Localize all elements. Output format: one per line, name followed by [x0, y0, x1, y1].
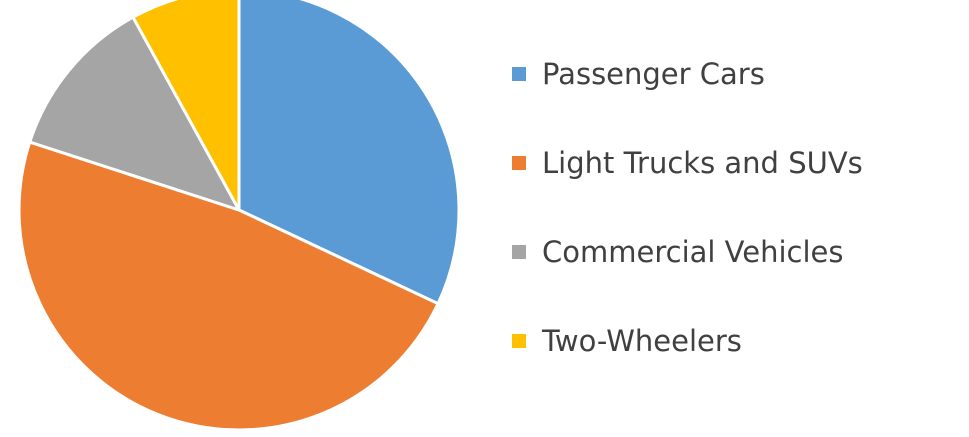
legend-item-passenger-cars: Passenger Cars [512, 52, 952, 96]
legend-label-commercial-vehicles: Commercial Vehicles [542, 235, 844, 269]
pie-slice-commercial-vehicles [28, 15, 241, 212]
legend-item-two-wheelers: Two-Wheelers [512, 319, 952, 363]
pie-slice-passenger-cars [237, 0, 461, 306]
legend-item-commercial-vehicles: Commercial Vehicles [512, 230, 952, 274]
legend-swatch-passenger-cars [512, 67, 526, 81]
legend-swatch-commercial-vehicles [512, 245, 526, 259]
legend-label-light-trucks-suvs: Light Trucks and SUVs [542, 146, 863, 180]
legend-swatch-two-wheelers [512, 334, 526, 348]
pie-slice-two-wheelers [131, 0, 241, 212]
pie-slice-light-trucks-suvs [17, 140, 440, 432]
pie-slices [17, 0, 461, 432]
chart-legend: Passenger Cars Light Trucks and SUVs Com… [512, 52, 952, 408]
legend-swatch-light-trucks-suvs [512, 156, 526, 170]
legend-item-light-trucks-suvs: Light Trucks and SUVs [512, 141, 952, 185]
legend-label-passenger-cars: Passenger Cars [542, 57, 765, 91]
legend-label-two-wheelers: Two-Wheelers [542, 324, 742, 358]
